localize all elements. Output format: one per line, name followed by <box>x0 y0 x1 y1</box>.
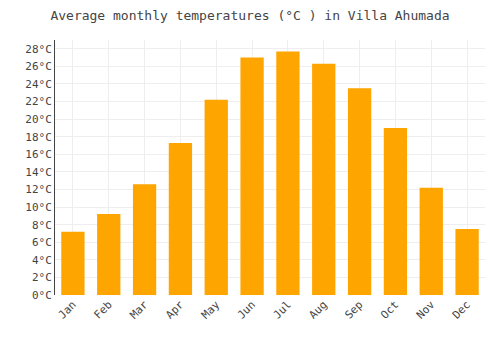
svg-text:26°C: 26°C <box>25 60 52 73</box>
svg-text:Sep: Sep <box>342 298 365 321</box>
svg-text:14°C: 14°C <box>25 166 52 179</box>
svg-text:Oct: Oct <box>378 298 401 321</box>
svg-text:Jun: Jun <box>235 298 258 321</box>
svg-text:May: May <box>199 298 223 322</box>
svg-text:20°C: 20°C <box>25 113 52 126</box>
svg-text:Nov: Nov <box>414 298 438 322</box>
svg-text:Aug: Aug <box>307 298 330 321</box>
svg-text:18°C: 18°C <box>25 131 52 144</box>
svg-text:22°C: 22°C <box>25 95 52 108</box>
svg-text:Feb: Feb <box>92 298 115 321</box>
svg-text:6°C: 6°C <box>32 236 52 249</box>
svg-text:4°C: 4°C <box>32 254 52 267</box>
svg-text:0°C: 0°C <box>32 289 52 302</box>
svg-text:Jan: Jan <box>56 298 79 321</box>
svg-text:12°C: 12°C <box>25 183 52 196</box>
svg-text:Dec: Dec <box>450 298 473 321</box>
svg-text:8°C: 8°C <box>32 219 52 232</box>
svg-text:28°C: 28°C <box>25 43 52 56</box>
svg-text:Apr: Apr <box>163 298 187 322</box>
svg-text:Average monthly temperatures (: Average monthly temperatures (°C ) in Vi… <box>50 8 449 23</box>
svg-text:Mar: Mar <box>127 298 151 322</box>
svg-text:10°C: 10°C <box>25 201 52 214</box>
svg-text:Jul: Jul <box>271 298 294 321</box>
svg-text:24°C: 24°C <box>25 78 52 91</box>
svg-text:16°C: 16°C <box>25 148 52 161</box>
svg-text:2°C: 2°C <box>32 271 52 284</box>
